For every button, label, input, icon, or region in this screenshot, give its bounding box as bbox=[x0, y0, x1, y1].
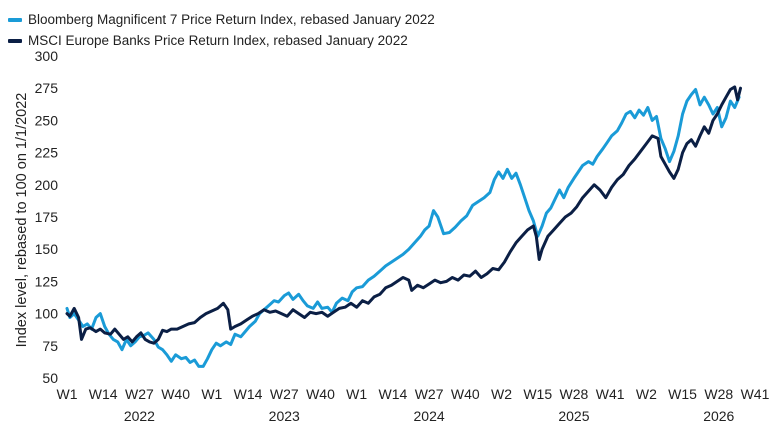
x-year-label: 2025 bbox=[558, 408, 589, 424]
legend-swatch-europe-banks bbox=[8, 38, 22, 43]
x-tick-label: W2 bbox=[491, 386, 512, 402]
x-tick-label: W14 bbox=[89, 386, 118, 402]
legend-item-europe-banks: MSCI Europe Banks Price Return Index, re… bbox=[8, 30, 435, 51]
legend-label-europe-banks: MSCI Europe Banks Price Return Index, re… bbox=[28, 33, 408, 48]
y-tick-label: 125 bbox=[35, 273, 59, 289]
x-tick-label: W15 bbox=[668, 386, 697, 402]
x-tick-label: W27 bbox=[125, 386, 154, 402]
y-tick-label: 275 bbox=[35, 80, 59, 96]
x-tick-label: W28 bbox=[560, 386, 589, 402]
x-tick-label: W41 bbox=[741, 386, 770, 402]
x-tick-label: W15 bbox=[523, 386, 552, 402]
x-tick-label: W40 bbox=[161, 386, 190, 402]
x-tick-label: W28 bbox=[704, 386, 733, 402]
legend-label-mag7: Bloomberg Magnificent 7 Price Return Ind… bbox=[28, 12, 435, 27]
x-tick-label: W1 bbox=[57, 386, 78, 402]
x-tick-label: W2 bbox=[636, 386, 657, 402]
series-line-europe-banks bbox=[65, 85, 742, 345]
series-lines bbox=[65, 85, 742, 368]
legend-swatch-mag7 bbox=[8, 17, 22, 22]
x-tick-label: W1 bbox=[346, 386, 367, 402]
x-year-label: 2022 bbox=[124, 408, 155, 424]
x-tick-label: W40 bbox=[451, 386, 480, 402]
x-tick-label: W1 bbox=[201, 386, 222, 402]
series-line-mag7 bbox=[65, 88, 741, 368]
x-tick-label: W40 bbox=[306, 386, 335, 402]
y-tick-label: 50 bbox=[42, 370, 58, 386]
y-tick-label: 75 bbox=[42, 338, 58, 354]
y-tick-label: 175 bbox=[35, 209, 59, 225]
y-tick-label: 250 bbox=[35, 112, 59, 128]
y-axis-ticks: 50 75 100 125 150 175 200 225 250 275 300 bbox=[35, 48, 59, 386]
x-year-label: 2024 bbox=[414, 408, 445, 424]
y-tick-label: 225 bbox=[35, 145, 59, 161]
y-tick-label: 300 bbox=[35, 48, 59, 64]
x-tick-label: W27 bbox=[270, 386, 299, 402]
x-tick-label: W27 bbox=[415, 386, 444, 402]
legend: Bloomberg Magnificent 7 Price Return Ind… bbox=[8, 9, 435, 51]
x-tick-label: W14 bbox=[234, 386, 263, 402]
x-tick-label: W41 bbox=[596, 386, 625, 402]
y-tick-label: 200 bbox=[35, 177, 59, 193]
x-year-label: 2023 bbox=[269, 408, 300, 424]
x-axis-year-labels: 2022 2023 2024 2025 2026 bbox=[124, 408, 735, 424]
x-axis-ticks: W1 W14 W27 W40 W1 W14 W27 W40 W1 W14 W27 W40 W2 W15 W2… bbox=[57, 386, 770, 402]
x-year-label: 2026 bbox=[703, 408, 734, 424]
y-tick-label: 150 bbox=[35, 241, 59, 257]
x-tick-label: W14 bbox=[378, 386, 407, 402]
y-tick-label: 100 bbox=[35, 306, 59, 322]
y-axis-title: Index level, rebased to 100 on 1/1/2022 bbox=[14, 93, 30, 348]
legend-item-mag7: Bloomberg Magnificent 7 Price Return Ind… bbox=[8, 9, 435, 30]
